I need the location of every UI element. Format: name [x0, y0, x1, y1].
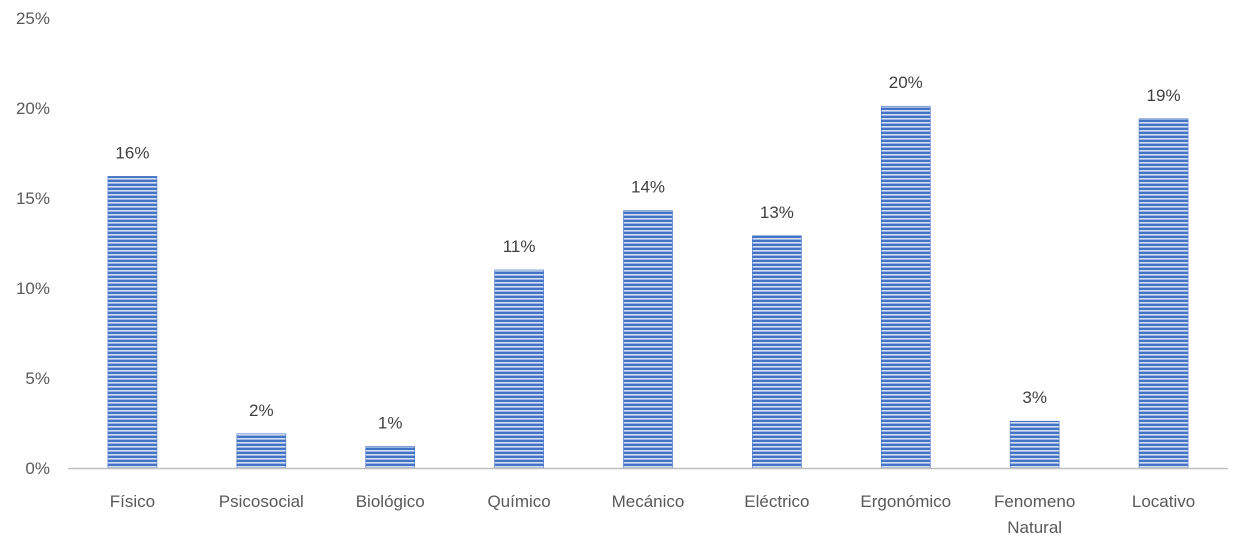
bar: [236, 433, 287, 469]
category-label: Eléctrico: [744, 492, 809, 511]
bar: [107, 176, 158, 469]
data-label: 1%: [378, 413, 403, 432]
y-tick-label: 15%: [16, 189, 50, 208]
bar: [752, 235, 802, 469]
y-tick-label: 20%: [16, 99, 50, 118]
bar: [880, 105, 931, 469]
data-label: 11%: [503, 237, 536, 256]
category-label: Mecánico: [612, 492, 685, 511]
category-label: Biológico: [356, 492, 425, 511]
y-axis: 0% 5% 10% 15% 20% 25%: [16, 9, 50, 478]
category-label: Físico: [110, 492, 155, 511]
data-labels: 16% 2% 1% 11% 14% 13% 20% 3% 19%: [115, 73, 1180, 432]
bar: [365, 446, 416, 469]
y-tick-label: 5%: [25, 369, 50, 388]
data-label: 16%: [115, 143, 149, 162]
category-label: Psicosocial: [219, 492, 304, 511]
category-label: Químico: [487, 492, 550, 511]
bar: [623, 210, 673, 469]
data-label: 2%: [249, 401, 274, 420]
data-label: 14%: [631, 178, 665, 197]
category-label: Locativo: [1132, 492, 1195, 511]
bar: [1009, 420, 1060, 469]
data-label: 3%: [1022, 388, 1047, 407]
data-label: 19%: [1147, 86, 1181, 105]
y-tick-label: 0%: [25, 459, 50, 478]
bar: [1138, 118, 1189, 469]
y-tick-label: 25%: [16, 9, 50, 28]
bar: [494, 269, 544, 469]
bars: [107, 105, 1189, 469]
y-tick-label: 10%: [16, 279, 50, 298]
data-label: 20%: [889, 73, 923, 92]
data-label: 13%: [760, 203, 794, 222]
category-label: Ergonómico: [860, 492, 951, 511]
category-label: Fenomeno Natural: [994, 492, 1075, 537]
x-axis: Físico Psicosocial Biológico Químico Mecánic…: [68, 467, 1228, 537]
